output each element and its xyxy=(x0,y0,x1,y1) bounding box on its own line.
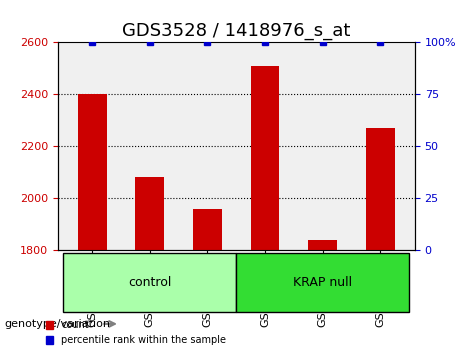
Bar xyxy=(308,240,337,250)
FancyBboxPatch shape xyxy=(64,253,236,312)
Legend: count, percentile rank within the sample: count, percentile rank within the sample xyxy=(42,316,230,349)
Text: KRAP null: KRAP null xyxy=(293,276,352,289)
Text: control: control xyxy=(128,276,171,289)
Title: GDS3528 / 1418976_s_at: GDS3528 / 1418976_s_at xyxy=(122,22,350,40)
Bar xyxy=(251,66,279,250)
FancyBboxPatch shape xyxy=(236,253,409,312)
Text: genotype/variation: genotype/variation xyxy=(5,319,111,329)
Bar xyxy=(78,95,106,250)
Bar xyxy=(136,177,164,250)
Bar xyxy=(366,128,395,250)
Bar xyxy=(193,209,222,250)
